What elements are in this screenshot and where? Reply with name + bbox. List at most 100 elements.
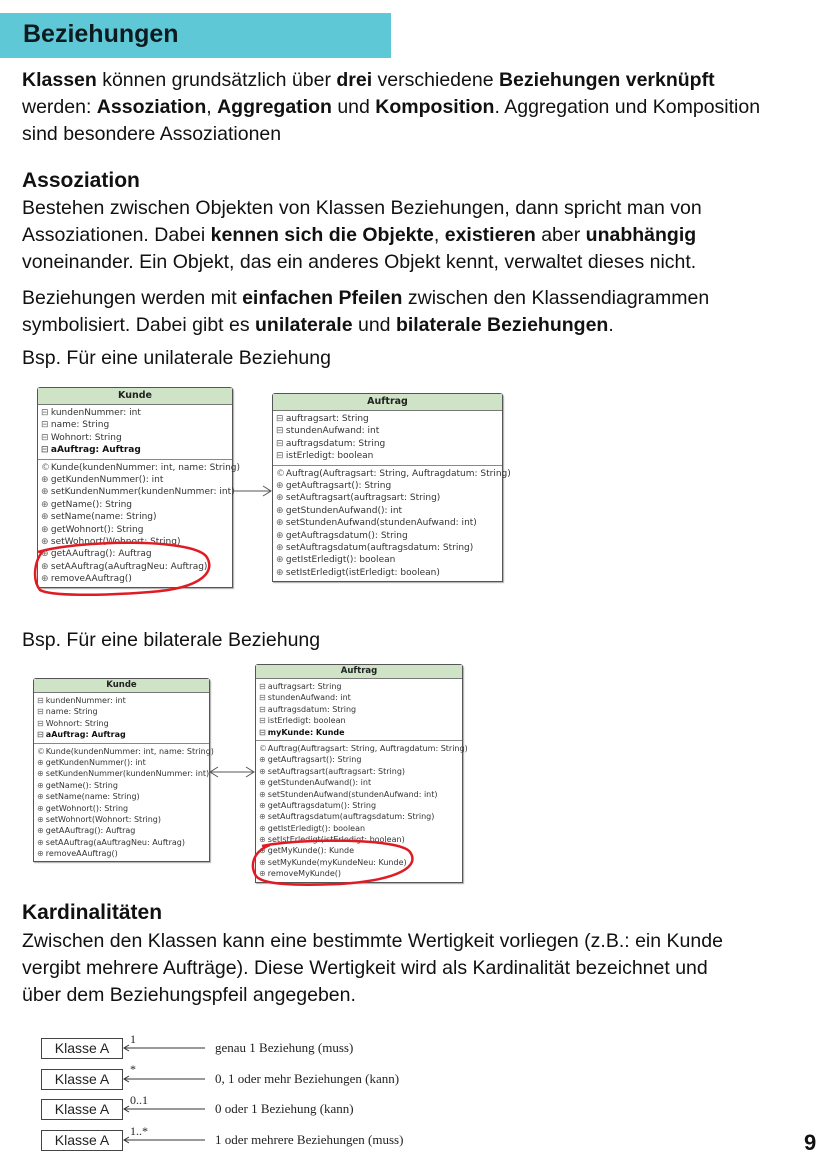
- member-text: auftragsart: String: [285, 414, 369, 424]
- multiplicity: 1: [130, 1032, 136, 1046]
- method: ⊕ setStundenAufwand(stundenAufwand: int): [276, 517, 502, 529]
- member-text: auftragsdatum: String: [267, 704, 357, 714]
- member-text: kundenNummer: int: [45, 696, 126, 705]
- field-icon: ⊟: [259, 727, 266, 737]
- method: ⊕ setAuftragsart(auftragsart: String): [276, 492, 502, 504]
- field-icon: ⊟: [37, 730, 44, 740]
- text-line: Beziehungen werden mit einfachen Pfeilen…: [22, 285, 709, 312]
- method-icon: ⊕: [276, 542, 284, 553]
- method: ⊕ setName(name: String): [41, 511, 232, 523]
- text: sind besondere Assoziationen: [22, 123, 282, 145]
- method: ⊕ getWohnort(): String: [41, 524, 232, 536]
- method-icon: ⊕: [259, 869, 266, 879]
- text: vergibt mehrere Aufträge). Diese Wertigk…: [22, 957, 708, 979]
- method-icon: ⊕: [259, 846, 266, 856]
- text: symbolisiert. Dabei gibt es: [22, 314, 256, 336]
- bold-text: drei: [336, 69, 373, 91]
- member-text: getKundenNummer(): int: [45, 757, 146, 767]
- method: ⊕ getAuftragsart(): String: [276, 480, 502, 492]
- attribute: ⊟ stundenAufwand: int: [259, 692, 462, 703]
- member-text: Auftrag(Auftragsart: String, Auftragdatu…: [267, 743, 468, 753]
- member-text: getStundenAufwand(): int: [285, 505, 403, 516]
- text: aber: [535, 224, 586, 246]
- method-icon: ⊕: [37, 803, 44, 813]
- member-text: Wohnort: String: [45, 718, 109, 728]
- attribute: ⊟ Wohnort: String: [41, 432, 232, 444]
- method: ⊕ getAuftragsdatum(): String: [276, 530, 502, 542]
- field-icon: ⊟: [259, 693, 266, 703]
- text: verschiedene: [372, 69, 499, 91]
- methods-section: ©Auftrag(Auftragsart: String, Auftragdat…: [273, 464, 511, 582]
- method-icon: ⊕: [259, 812, 266, 822]
- method-icon: ⊕: [259, 835, 266, 845]
- member-text: setAAuftrag(aAuftragNeu: Auftrag): [45, 837, 185, 847]
- attribute: ⊟ name: String: [41, 419, 232, 431]
- method-icon: ⊕: [259, 823, 266, 833]
- method-icon: ⊕: [41, 499, 49, 510]
- text: Beziehungen werden mit: [22, 287, 243, 309]
- member-text: getAuftragsdatum(): String: [285, 530, 408, 541]
- text: werden:: [22, 96, 97, 118]
- method-icon: ⊕: [37, 780, 44, 790]
- text: Bsp. Für eine unilaterale Beziehung: [22, 347, 331, 369]
- attributes-section: ⊟ kundenNummer: int ⊟ name: String ⊟ Wohnort:…: [38, 405, 232, 459]
- text-line: voneinander. Ein Objekt, das ein anderes…: [22, 249, 702, 276]
- bold-text: Klassen: [22, 69, 97, 91]
- class-name: Auftrag: [256, 665, 462, 679]
- text: ,: [433, 224, 445, 246]
- method: ⊕ getAAuftrag(): Auftrag: [41, 548, 232, 560]
- member-text: Auftrag(Auftragsart: String, Auftragdatu…: [285, 468, 511, 479]
- field-icon: ⊟: [276, 438, 284, 449]
- method: ⊕ getAuftragsdatum(): String: [259, 800, 462, 811]
- field-icon: ⊟: [276, 451, 284, 462]
- heading-assoziation: Assoziation: [22, 169, 140, 192]
- member-text: setAuftragsart(auftragsart: String): [267, 766, 406, 776]
- method: ⊕ getName(): String: [37, 780, 209, 791]
- member-text: auftragsart: String: [267, 682, 342, 691]
- member-text: aAuftrag: Auftrag: [50, 445, 141, 456]
- member-text: Wohnort: String: [50, 432, 122, 443]
- class-box: Klasse A: [41, 1069, 123, 1090]
- text-line: sind besondere Assoziationen: [22, 121, 760, 148]
- attribute: ⊟ stundenAufwand: int: [276, 425, 502, 437]
- method: ⊕ setStundenAufwand(stundenAufwand: int): [259, 789, 462, 800]
- member-text: getAAuftrag(): Auftrag: [45, 826, 136, 836]
- method: ©Kunde(kundenNummer: int, name: String): [37, 746, 214, 757]
- field-icon: ⊟: [41, 420, 49, 431]
- method: ⊕ setMyKunde(myKundeNeu: Kunde): [259, 857, 462, 868]
- text: voneinander. Ein Objekt, das ein anderes…: [22, 251, 697, 273]
- member-text: Kunde(kundenNummer: int, name: String): [50, 462, 240, 473]
- multiplicity: *: [130, 1062, 136, 1076]
- field-icon: ⊟: [41, 432, 49, 443]
- method: ⊕ getAuftragsart(): String: [259, 754, 462, 765]
- intro-paragraph: Klassen können grundsätzlich über drei v…: [22, 67, 760, 148]
- member-text: setIstErledigt(istErledigt: boolean): [285, 567, 440, 578]
- attributes-section: ⊟ auftragsart: String ⊟ stundenAufwand: int…: [256, 679, 462, 740]
- attributes-section: ⊟ kundenNummer: int ⊟ name: String ⊟ Wohnort:…: [34, 693, 209, 743]
- cardinality-arrows: [123, 1044, 205, 1144]
- method-icon: ⊕: [41, 561, 49, 572]
- method: ⊕ getKundenNummer(): int: [41, 474, 232, 486]
- methods-section: ©Kunde(kundenNummer: int, name: String) ⊕…: [34, 742, 214, 862]
- method: ⊕ removeAAuftrag(): [37, 848, 209, 859]
- class-name: Kunde: [34, 679, 209, 693]
- method-icon: ⊕: [276, 480, 284, 491]
- method: ⊕ setAuftragsdatum(auftragsdatum: String): [276, 542, 502, 554]
- attribute: ⊟ aAuftrag: Auftrag: [41, 444, 232, 456]
- method: ⊕ setAuftragsdatum(auftragsdatum: String): [259, 811, 462, 822]
- method-icon: ⊕: [37, 826, 44, 836]
- attribute: ⊟ auftragsdatum: String: [259, 704, 462, 715]
- member-text: getIstErledigt(): boolean: [285, 555, 396, 566]
- text-line: vergibt mehrere Aufträge). Diese Wertigk…: [22, 955, 723, 982]
- method-icon: ⊕: [259, 789, 266, 799]
- method: ⊕ setName(name: String): [37, 791, 209, 802]
- text-line: symbolisiert. Dabei gibt es unilaterale …: [22, 312, 709, 339]
- uml-class-kunde: Kunde ⊟ kundenNummer: int ⊟ name: String ⊟ Woh…: [37, 387, 240, 589]
- method-icon: ⊕: [37, 814, 44, 824]
- field-icon: ⊟: [37, 696, 44, 705]
- member-text: setAAuftrag(aAuftragNeu: Auftrag): [50, 561, 208, 572]
- method-icon: ⊕: [37, 837, 44, 847]
- text: ,: [206, 96, 218, 118]
- example-unilateral-label: Bsp. Für eine unilaterale Beziehung: [22, 345, 331, 372]
- member-text: getIstErledigt(): boolean: [267, 823, 366, 833]
